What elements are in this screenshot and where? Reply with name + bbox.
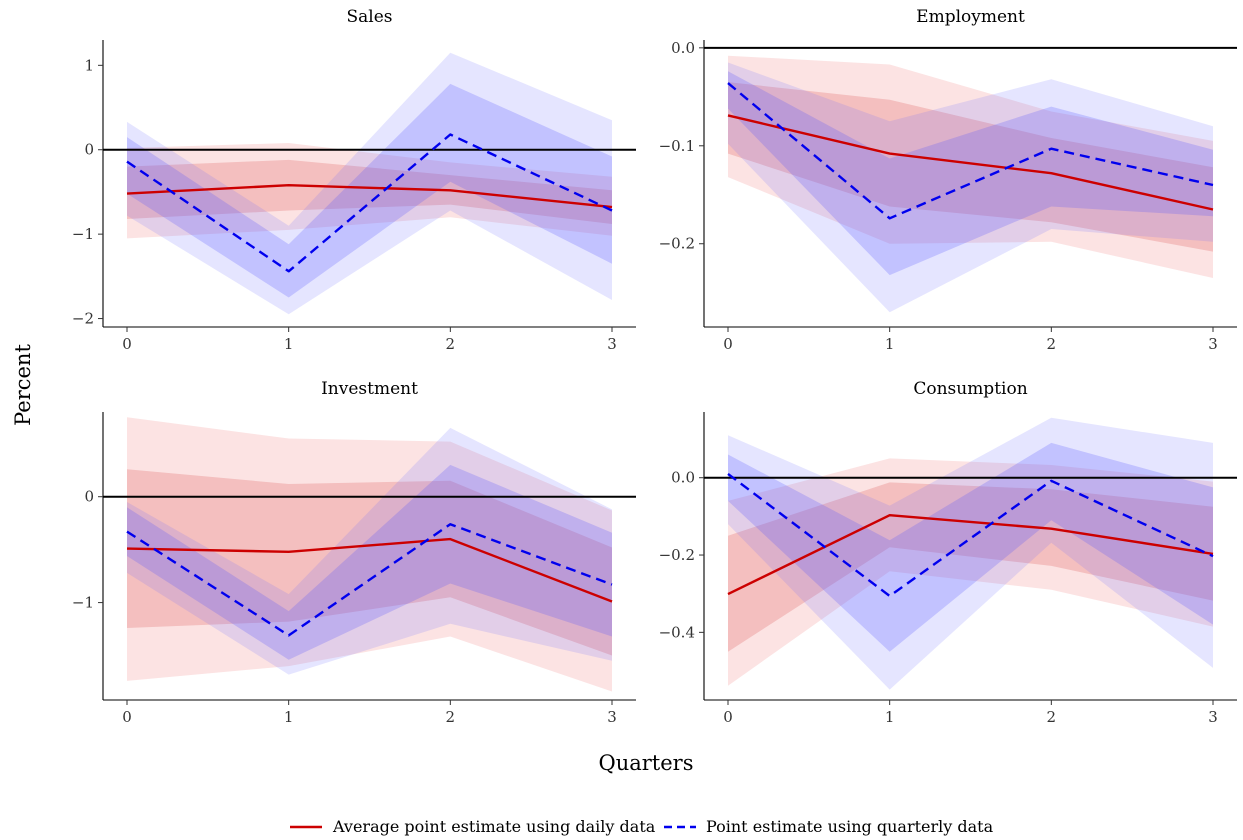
plot-area — [704, 46, 1237, 313]
panel-consumption: 0 1 2 3 0.0 −0.2 −0.4 Consumption — [659, 379, 1237, 726]
plot-area — [103, 52, 636, 315]
daily-series-line — [727, 514, 1214, 596]
x-tick-label: 3 — [1208, 335, 1218, 353]
x-tick-label: 1 — [284, 708, 294, 726]
x-tick-label: 0 — [723, 335, 733, 353]
quarterly-band-outer — [127, 427, 612, 675]
daily-band-outer — [728, 55, 1213, 279]
quarterly-series-line — [126, 133, 613, 273]
y-axis-title: Percent — [11, 344, 35, 426]
quarterly-band-inner — [728, 71, 1213, 276]
daily-band-inner — [728, 482, 1213, 652]
panel-title: Employment — [916, 7, 1025, 27]
x-tick-label: 2 — [446, 708, 456, 726]
daily-series-line — [126, 537, 613, 603]
x-tick-label: 2 — [1047, 708, 1057, 726]
x-tick-label: 3 — [1208, 708, 1218, 726]
y-tick-label: 0.0 — [671, 469, 695, 487]
x-tick-label: 2 — [446, 335, 456, 353]
y-tick-label: 0.0 — [671, 39, 695, 57]
daily-band-outer — [728, 458, 1213, 686]
x-tick-label: 1 — [284, 335, 294, 353]
quarterly-band-outer — [127, 52, 612, 315]
plot-area — [103, 417, 636, 692]
quarterly-band-outer — [728, 62, 1213, 313]
panel-sales: 0 1 2 3 1 0 −1 −2 Sales — [72, 7, 636, 353]
quarterly-series-line — [727, 82, 1214, 220]
daily-series-line — [727, 114, 1214, 211]
quarterly-series-line — [126, 523, 613, 637]
daily-band-inner — [127, 469, 612, 656]
y-tick-label: 0 — [84, 488, 94, 506]
x-tick-label: 0 — [723, 708, 733, 726]
daily-band-inner — [127, 159, 612, 224]
daily-band-outer — [127, 143, 612, 239]
y-tick-label: −1 — [72, 225, 94, 243]
x-tick-label: 3 — [607, 708, 617, 726]
x-tick-label: 1 — [885, 335, 895, 353]
panel-investment: 0 1 2 3 0 −1 Investment — [72, 379, 636, 726]
panels-group: 0 1 2 3 1 0 −1 −2 Sales 0 1 2 3 0.0 −0.1 −0.2 Employment… — [72, 7, 1237, 726]
x-tick-label: 2 — [1047, 335, 1057, 353]
y-tick-label: 1 — [84, 56, 94, 74]
legend-label-daily: Average point estimate using daily data — [332, 817, 656, 836]
quarterly-band-inner — [127, 464, 612, 660]
y-tick-label: −1 — [72, 594, 94, 612]
panel-title: Consumption — [913, 379, 1027, 399]
panel-employment: 0 1 2 3 0.0 −0.1 −0.2 Employment — [659, 7, 1237, 353]
y-tick-label: −0.1 — [659, 137, 695, 155]
quarterly-series-line — [727, 472, 1214, 598]
x-tick-label: 0 — [122, 335, 132, 353]
panel-title: Sales — [346, 7, 392, 27]
y-tick-label: −2 — [72, 310, 94, 328]
y-tick-label: −0.2 — [659, 546, 695, 564]
plot-area — [704, 417, 1237, 690]
legend: Average point estimate using daily data … — [290, 817, 994, 836]
panel-title: Investment — [321, 379, 418, 399]
daily-band-inner — [728, 82, 1213, 252]
legend-label-quarterly: Point estimate using quarterly data — [706, 817, 994, 836]
y-tick-label: −0.2 — [659, 235, 695, 253]
x-axis-title: Quarters — [599, 751, 694, 775]
x-tick-label: 3 — [607, 335, 617, 353]
daily-series-line — [126, 183, 613, 209]
x-tick-label: 0 — [122, 708, 132, 726]
daily-band-outer — [127, 417, 612, 692]
x-tick-label: 1 — [885, 708, 895, 726]
quarterly-band-outer — [728, 417, 1213, 690]
y-tick-label: 0 — [84, 141, 94, 159]
quarterly-band-inner — [728, 442, 1213, 652]
y-tick-label: −0.4 — [659, 623, 695, 641]
